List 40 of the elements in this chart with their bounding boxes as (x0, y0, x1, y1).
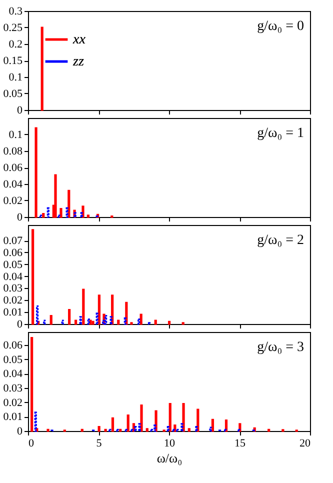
x-tick-label: 5 (96, 438, 102, 450)
y-tick-label: 0.1 (8, 129, 22, 141)
y-tick-label: 0.03 (3, 382, 23, 394)
y-tick-label: 0.04 (3, 178, 23, 190)
y-tick-label: 0.05 (3, 258, 23, 271)
y-tick-label: 0.06 (3, 246, 23, 259)
y-tick-label: 0.07 (3, 235, 23, 248)
x-tick-label: 15 (234, 438, 246, 450)
y-tick-label: 0.25 (3, 22, 23, 34)
y-tick-label: 0.04 (3, 368, 23, 380)
annotation: g/ω₀ = 1 (257, 126, 304, 141)
y-tick-label: 0.01 (3, 306, 22, 319)
annotation: g/ω₀ = 2 (257, 233, 304, 248)
y-tick-label: 0.04 (3, 270, 23, 283)
y-tick-label: 0.06 (3, 162, 23, 174)
legend-label: zz (72, 54, 84, 70)
y-tick-label: 0 (17, 212, 23, 224)
y-tick-label: 0.02 (3, 294, 22, 307)
y-tick-label: 0.08 (3, 146, 23, 158)
x-tick-label: 0 (28, 438, 34, 450)
y-tick-label: 0.06 (3, 339, 23, 352)
y-tick-label: 0.3 (8, 6, 23, 18)
y-tick-label: 0 (17, 104, 23, 116)
annotation: g/ω₀ = 3 (257, 340, 304, 355)
annotation: g/ω₀ = 0 (257, 19, 304, 34)
x-axis-title: ω/ω₀ (156, 450, 182, 466)
y-tick-label: 0.01 (3, 411, 22, 424)
y-tick-label: 0.03 (3, 282, 23, 295)
y-tick-label: 0.05 (3, 354, 23, 366)
y-tick-label: 0.02 (3, 195, 22, 207)
y-tick-label: 0.02 (3, 396, 22, 409)
y-tick-label: 0.1 (8, 72, 22, 84)
y-tick-label: 0.15 (3, 55, 23, 67)
x-tick-label: 20 (300, 438, 311, 450)
y-tick-label: 0.2 (8, 38, 22, 50)
legend-label: xx (72, 32, 86, 48)
y-tick-label: 0 (17, 426, 23, 438)
y-tick-label: 0.05 (3, 88, 23, 100)
x-tick-label: 10 (164, 438, 176, 450)
y-tick-label: 0 (17, 318, 23, 330)
